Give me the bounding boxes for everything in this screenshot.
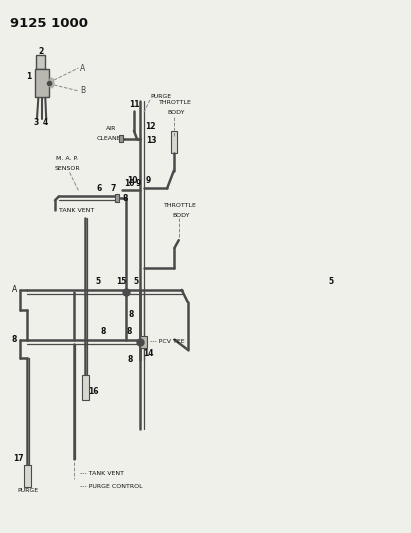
Text: M. A. P.: M. A. P.: [56, 156, 78, 161]
Text: BODY: BODY: [172, 213, 189, 218]
Text: 2: 2: [39, 46, 44, 55]
Text: 8: 8: [122, 194, 128, 203]
Text: THROTTLE: THROTTLE: [159, 100, 192, 106]
Text: B: B: [80, 86, 85, 95]
Text: 9125 1000: 9125 1000: [10, 17, 88, 30]
Bar: [115, 195, 119, 203]
Bar: [37, 55, 45, 69]
Text: 5: 5: [328, 277, 333, 286]
Text: 15: 15: [117, 277, 127, 286]
Text: 14: 14: [143, 349, 153, 358]
Text: 8: 8: [129, 310, 134, 319]
Text: PURGE: PURGE: [17, 488, 38, 494]
Text: A: A: [12, 285, 17, 294]
Circle shape: [49, 78, 54, 88]
Text: 5: 5: [95, 277, 100, 286]
Text: 8: 8: [100, 327, 106, 336]
Text: CLEANER: CLEANER: [97, 136, 125, 141]
Text: 10: 10: [127, 176, 137, 185]
Bar: [140, 336, 147, 348]
Bar: [24, 465, 31, 487]
Text: AIR: AIR: [106, 126, 116, 131]
Text: SENSOR: SENSOR: [54, 166, 80, 171]
Text: 1: 1: [26, 72, 31, 82]
Text: A: A: [80, 63, 85, 72]
Text: 11: 11: [129, 100, 139, 109]
Text: TANK VENT: TANK VENT: [59, 208, 94, 213]
Bar: [119, 135, 123, 142]
Text: 8: 8: [128, 355, 133, 364]
Text: PURGE: PURGE: [150, 94, 172, 99]
Text: 10: 10: [124, 179, 135, 188]
Bar: [82, 375, 89, 400]
Text: 13: 13: [147, 136, 157, 145]
Text: --- TANK VENT: --- TANK VENT: [80, 471, 125, 477]
Bar: [35, 69, 49, 97]
Text: 9: 9: [135, 179, 141, 188]
Text: 16: 16: [89, 387, 99, 396]
Text: --- PCV TEE: --- PCV TEE: [150, 339, 185, 344]
Text: 9: 9: [145, 176, 150, 185]
Text: BODY: BODY: [167, 110, 185, 115]
Text: 8: 8: [12, 335, 17, 344]
Text: 7: 7: [111, 184, 116, 193]
Text: 3: 3: [34, 118, 39, 127]
Text: 17: 17: [13, 455, 24, 464]
Text: 8: 8: [127, 327, 132, 336]
Text: 5: 5: [133, 277, 139, 286]
Text: 6: 6: [96, 184, 102, 193]
Text: 12: 12: [145, 122, 156, 131]
Text: THROTTLE: THROTTLE: [164, 203, 197, 208]
Text: 4: 4: [43, 118, 48, 127]
Text: --- PURGE CONTROL: --- PURGE CONTROL: [80, 484, 143, 489]
Bar: [171, 131, 177, 152]
